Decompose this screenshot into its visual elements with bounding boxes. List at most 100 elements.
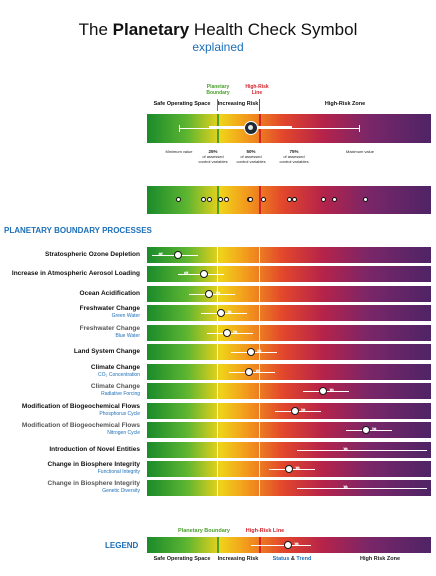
process-sublabel: Green Water xyxy=(111,313,140,320)
overview-dot xyxy=(201,197,207,202)
process-bar: ››› xyxy=(147,402,431,419)
increasing-risk-label: Increasing Risk xyxy=(217,101,259,107)
boundary-line xyxy=(217,363,219,380)
process-label: Freshwater Change Blue Water xyxy=(80,325,140,339)
high-risk-line xyxy=(259,441,261,458)
trend-right-chevrons-icon: ››› xyxy=(226,309,232,317)
legend-increasing-risk-label: Increasing Risk xyxy=(217,556,259,562)
trend-right-chevrons-icon: ››› xyxy=(329,387,334,395)
status-marker xyxy=(222,328,231,337)
high-risk-line xyxy=(259,285,261,302)
p25-label: 25% of assessed control variables xyxy=(198,149,228,164)
legend-status-marker xyxy=(284,541,292,549)
legend-trend-chevrons-icon: ››› xyxy=(294,541,299,548)
trend-right-chevrons-icon: ››› xyxy=(343,484,348,492)
high-risk-divider xyxy=(259,99,260,111)
process-sublabel: Functional Integrity xyxy=(97,468,140,475)
status-marker xyxy=(216,309,225,318)
high-risk-line xyxy=(259,305,261,322)
process-sublabel: Radiative Forcing xyxy=(101,391,140,398)
trend-right-chevrons-icon: ››› xyxy=(371,426,377,434)
process-label-text: Stratospheric Ozone Depletion xyxy=(45,251,140,258)
process-label-text: Climate Change xyxy=(90,363,140,371)
overview-dot xyxy=(224,197,230,202)
high-risk-line xyxy=(259,402,261,419)
boundary-divider xyxy=(217,99,218,111)
status-marker xyxy=(245,367,254,376)
high-risk-line xyxy=(259,266,261,283)
high-risk-line xyxy=(259,422,261,439)
process-bar: ‹‹‹ xyxy=(147,266,431,283)
explainer-max-tick xyxy=(359,125,360,132)
legend-title: LEGEND xyxy=(105,541,139,550)
overview-dot xyxy=(260,197,266,202)
legend-status-trend-label: Status & Trend xyxy=(272,556,312,562)
high-risk-line xyxy=(259,480,261,497)
boundary-line xyxy=(217,344,219,361)
process-label-text: Change in Biosphere Integrity xyxy=(47,460,140,468)
process-bar: ››› xyxy=(147,460,431,477)
process-label-text: Modification of Biogeochemical Flows xyxy=(21,402,140,410)
process-sublabel: Phosphorus Cycle xyxy=(99,410,140,417)
process-label: Ocean Acidification xyxy=(80,290,140,298)
process-label: Introduction of Novel Entities xyxy=(49,446,140,454)
process-bar: ››› xyxy=(147,363,431,380)
legend-boundary-line xyxy=(217,537,219,553)
processes-section-title: PLANETARY BOUNDARY PROCESSES xyxy=(4,226,152,235)
process-sublabel: Blue Water xyxy=(115,332,140,339)
legend-high-risk-line: High-Risk Line xyxy=(245,528,285,534)
process-bar: ››› xyxy=(147,324,431,341)
trend-right-chevrons-icon: ››› xyxy=(343,445,348,453)
process-label: Land System Change xyxy=(74,348,140,356)
trend-right-chevrons-icon: ››› xyxy=(232,328,238,336)
process-label-text: Ocean Acidification xyxy=(79,289,140,297)
process-label: Change in Biosphere Integrity Functional … xyxy=(48,461,140,475)
legend-bar: ››› xyxy=(147,537,431,553)
page-title: The Planetary Health Check Symbol xyxy=(78,20,358,39)
overview-boundary-line xyxy=(217,186,219,214)
high-risk-line xyxy=(259,324,261,341)
process-sublabel: Genetic Diversity xyxy=(102,488,140,495)
boundary-line xyxy=(217,247,219,263)
high-risk-line xyxy=(259,247,261,263)
safe-zone-label: Safe Operating Space xyxy=(153,101,211,107)
process-sublabel: Nitrogen Cycle xyxy=(107,430,140,437)
process-bar: ››› xyxy=(147,422,431,439)
p75-label: 75% of assessed control variables xyxy=(279,149,309,164)
status-marker xyxy=(361,426,370,435)
process-sublabel: CO₂ Concentration xyxy=(98,371,140,378)
boundary-line xyxy=(217,422,219,439)
trend-right-chevrons-icon: ››› xyxy=(256,348,262,356)
explainer-median-marker xyxy=(244,121,258,135)
trend-right-chevrons-icon: ››› xyxy=(295,464,300,472)
trend-right-chevrons-icon: ››› xyxy=(300,406,306,414)
explainer-min-tick xyxy=(179,125,180,132)
overview-dot xyxy=(248,197,254,202)
process-label-text: Change in Biosphere Integrity xyxy=(47,480,140,488)
zone-header-row: Safe Operating Space Increasing Risk Hig… xyxy=(147,99,431,111)
status-marker xyxy=(319,387,328,396)
process-label: Change in Biosphere Integrity Genetic Div… xyxy=(48,480,140,494)
process-label-text: Introduction of Novel Entities xyxy=(49,445,140,453)
status-marker xyxy=(205,289,214,298)
high-risk-line xyxy=(259,383,261,400)
legend-safe-label: Safe Operating Space xyxy=(153,556,211,562)
legend-high-risk-zone-label: High Risk Zone xyxy=(359,556,401,562)
process-label-text: Land System Change xyxy=(73,348,140,356)
process-bar: ››› xyxy=(147,383,431,400)
explainer-iqr-left xyxy=(209,126,248,129)
status-marker xyxy=(246,348,255,357)
overview-dot xyxy=(206,197,212,202)
high-risk-zone-label: High-Risk Zone xyxy=(324,101,366,107)
range-line xyxy=(297,449,427,451)
boundary-line xyxy=(217,402,219,419)
process-label-text: Modification of Biogeochemical Flows xyxy=(21,422,140,430)
boundary-line xyxy=(217,441,219,458)
trend-right-chevrons-icon: ››› xyxy=(255,367,260,375)
process-label-text: Climate Change xyxy=(90,383,140,391)
overview-dot xyxy=(292,197,298,202)
process-label: Modification of Biogeochemical Flows Nitr… xyxy=(22,422,140,436)
overview-dot xyxy=(175,197,181,202)
status-marker xyxy=(290,406,299,415)
overview-dot xyxy=(286,197,292,202)
